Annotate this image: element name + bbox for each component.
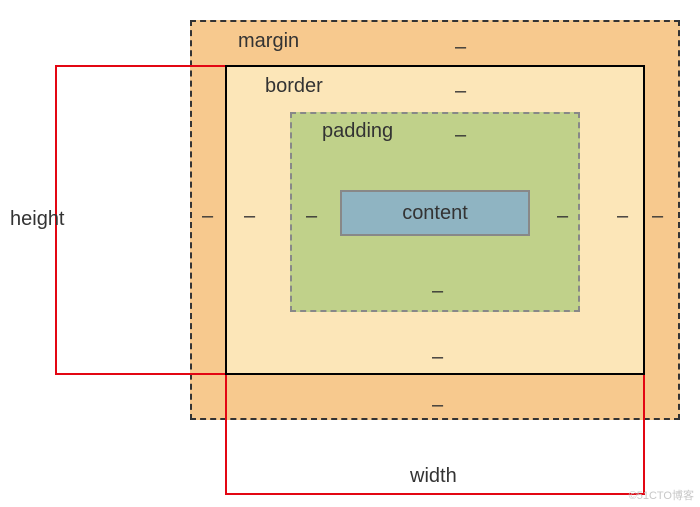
dash-border-right: – <box>617 205 628 228</box>
content-box: content <box>340 190 530 236</box>
height-bracket <box>55 65 225 375</box>
content-label: content <box>402 202 468 225</box>
watermark-text: ©51CTO博客 <box>629 487 694 503</box>
dash-padding-top: – <box>455 124 466 147</box>
dash-margin-top: – <box>455 36 466 59</box>
width-axis-label: width <box>410 465 457 488</box>
dash-margin-right: – <box>652 205 663 228</box>
dash-padding-right: – <box>557 205 568 228</box>
dash-border-bottom: – <box>432 346 443 369</box>
dash-padding-bottom: – <box>432 280 443 303</box>
dash-border-left: – <box>244 205 255 228</box>
dash-border-top: – <box>455 80 466 103</box>
dash-padding-left: – <box>306 205 317 228</box>
padding-label: padding <box>322 120 393 143</box>
border-label: border <box>265 75 323 98</box>
height-axis-label: height <box>10 208 65 231</box>
margin-label: margin <box>238 30 299 53</box>
